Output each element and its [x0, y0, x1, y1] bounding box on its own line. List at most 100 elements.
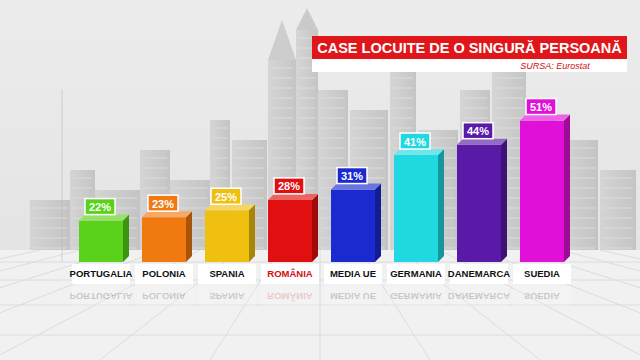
data-label-box — [211, 188, 241, 204]
data-label: 31% — [341, 170, 363, 182]
building-stripe — [299, 118, 315, 119]
bar-side — [123, 215, 129, 262]
bar-group — [394, 149, 444, 262]
building-stripe — [463, 98, 487, 99]
building-stripe — [393, 118, 413, 119]
building-stripe — [271, 118, 293, 119]
bar-side — [312, 194, 318, 262]
title: CASE LOCUITE DE O SINGURĂ PERSOANĂ — [317, 40, 622, 56]
building-stripe — [143, 158, 167, 159]
building-stripe — [321, 98, 345, 99]
x-label-box — [198, 264, 256, 284]
bar-side — [438, 149, 444, 262]
building-stripe — [271, 148, 293, 149]
x-label: MEDIA UE — [330, 268, 376, 279]
x-label-reflection: ROMÂNIA — [261, 286, 319, 306]
building-stripe — [603, 208, 633, 209]
floor — [0, 250, 640, 360]
bar — [268, 200, 312, 262]
building-stripe — [299, 168, 315, 169]
building-stripe — [213, 158, 227, 159]
x-label-reflected-box — [261, 286, 319, 306]
x-label-reflected: DANEMARCA — [448, 291, 510, 302]
building-stripe — [271, 108, 293, 109]
x-label: SUEDIA — [524, 268, 560, 279]
data-label: 28% — [278, 180, 300, 192]
building-stripe — [495, 88, 523, 89]
building-stripe — [235, 158, 264, 159]
building-stripe — [299, 108, 315, 109]
bar-side — [564, 115, 570, 262]
x-label: POLONIA — [142, 268, 185, 279]
building-stripe — [393, 88, 413, 89]
building-stripe — [495, 128, 523, 129]
x-label-reflected-box — [387, 286, 445, 306]
bar — [142, 217, 186, 262]
x-label-reflected-box — [198, 286, 256, 306]
building-stripe — [495, 138, 523, 139]
building-stripe — [495, 98, 523, 99]
building-stripe — [213, 148, 227, 149]
x-label-line: POLONIA — [142, 268, 185, 279]
building-stripe — [213, 128, 227, 129]
x-label-reflection: SPANIA — [198, 286, 256, 306]
building-stripe — [213, 168, 227, 169]
building-stripe — [603, 248, 633, 249]
building-stripe — [495, 108, 523, 109]
building-stripe — [603, 178, 633, 179]
building-stripe — [495, 118, 523, 119]
building-stripe — [353, 128, 385, 129]
data-label-box — [463, 123, 493, 139]
building-stripe — [299, 88, 315, 89]
bar-group — [268, 194, 318, 262]
bar-side — [249, 204, 255, 262]
bar — [394, 155, 438, 262]
building-stripe — [393, 78, 413, 79]
bar-group — [331, 184, 381, 262]
data-label: 23% — [152, 198, 174, 210]
data-label: 25% — [215, 191, 237, 203]
building-stripe — [299, 148, 315, 149]
bar — [79, 221, 123, 262]
floor-line — [0, 335, 640, 336]
x-label-reflected-line: PORTUGALIA — [70, 291, 133, 302]
spire — [268, 20, 296, 60]
data-label: 44% — [467, 125, 489, 137]
building-stripe — [235, 148, 264, 149]
building-stripe — [173, 188, 207, 189]
building-stripe — [299, 128, 315, 129]
x-label-reflection: GERMANIA — [387, 286, 445, 306]
x-label-line: DANEMARCA — [448, 268, 510, 279]
data-label-box — [526, 99, 556, 115]
x-label-box — [513, 264, 571, 284]
data-label-box — [274, 178, 304, 194]
bar-group — [520, 115, 570, 262]
building-stripe — [393, 98, 413, 99]
x-label-reflected-line: DANEMARCA — [448, 291, 510, 302]
chart-svg: 22%23%25%28%31%41%44%51%PORTUGALIAPORTUG… — [0, 0, 640, 360]
x-label-reflected-line: GERMANIA — [390, 291, 442, 302]
x-label-reflection: DANEMARCA — [448, 286, 510, 306]
data-label: 51% — [530, 101, 552, 113]
building-stripe — [213, 138, 227, 139]
bar-group — [205, 204, 255, 262]
building-stripe — [393, 108, 413, 109]
title-group: CASE LOCUITE DE O SINGURĂ PERSOANĂSURSA:… — [312, 36, 627, 72]
x-label-reflection: POLONIA — [135, 286, 193, 306]
bar-side — [375, 184, 381, 262]
x-label-reflected: GERMANIA — [390, 291, 442, 302]
x-label-reflected-line: ROMÂNIA — [267, 291, 313, 302]
building-stripe — [271, 88, 293, 89]
building-stripe — [321, 138, 345, 139]
x-label-reflected: POLONIA — [142, 291, 185, 302]
x-label: SPANIA — [209, 268, 244, 279]
x-label-reflection: PORTUGALIA — [70, 286, 133, 306]
bar-side — [501, 139, 507, 262]
building-stripe — [271, 138, 293, 139]
building-stripe — [271, 168, 293, 169]
bar-top — [142, 211, 192, 217]
x-label-line: SPANIA — [209, 268, 244, 279]
building-stripe — [213, 178, 227, 179]
bar-top — [520, 115, 570, 121]
x-label-reflected-box — [513, 286, 571, 306]
